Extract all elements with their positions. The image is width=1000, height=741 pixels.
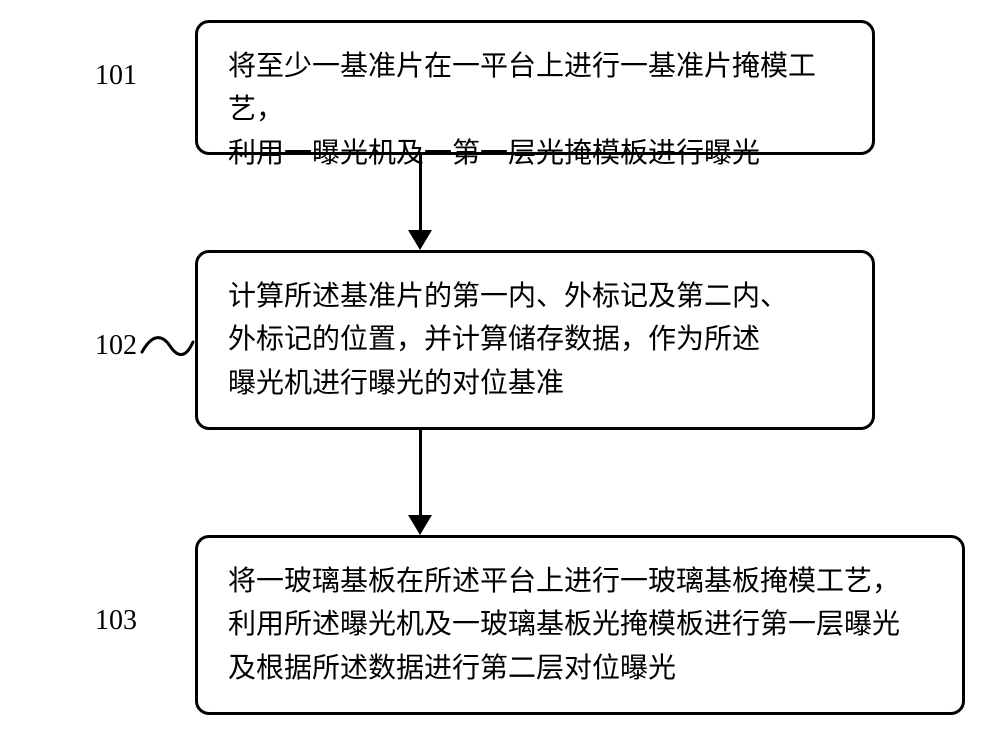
step-102-label-text: 102 xyxy=(95,330,137,361)
step-103-label: 103 xyxy=(95,605,137,637)
arrow-2-head xyxy=(408,515,432,535)
step-103-line1: 将一玻璃基板在所述平台上进行一玻璃基板掩模工艺， xyxy=(228,560,932,603)
step-103-label-text: 103 xyxy=(95,605,137,636)
arrow-1-head xyxy=(408,230,432,250)
step-102-line3: 曝光机进行曝光的对位基准 xyxy=(228,362,842,405)
step-101-line2: 利用一曝光机及一第一层光掩模板进行曝光 xyxy=(228,132,842,175)
step-101-label-text: 101 xyxy=(95,60,137,91)
step-103-box: 将一玻璃基板在所述平台上进行一玻璃基板掩模工艺， 利用所述曝光机及一玻璃基板光掩… xyxy=(195,535,965,715)
flowchart-canvas: 101 将至少一基准片在一平台上进行一基准片掩模工艺， 利用一曝光机及一第一层光… xyxy=(0,0,1000,741)
step-102-label: 102 xyxy=(95,330,137,362)
step-101-line1: 将至少一基准片在一平台上进行一基准片掩模工艺， xyxy=(228,45,842,132)
step-101-box: 将至少一基准片在一平台上进行一基准片掩模工艺， 利用一曝光机及一第一层光掩模板进… xyxy=(195,20,875,155)
step-102-box: 计算所述基准片的第一内、外标记及第二内、 外标记的位置，并计算储存数据，作为所述… xyxy=(195,250,875,430)
step-103-line3: 及根据所述数据进行第二层对位曝光 xyxy=(228,647,932,690)
step-103-line2: 利用所述曝光机及一玻璃基板光掩模板进行第一层曝光 xyxy=(228,603,932,646)
step-102-line1: 计算所述基准片的第一内、外标记及第二内、 xyxy=(228,275,842,318)
step-102-line2: 外标记的位置，并计算储存数据，作为所述 xyxy=(228,318,842,361)
step-101-label: 101 xyxy=(95,60,137,92)
arrow-2-line xyxy=(419,430,422,515)
arrow-1-line xyxy=(419,155,422,230)
tilde-connector-icon xyxy=(140,332,195,360)
